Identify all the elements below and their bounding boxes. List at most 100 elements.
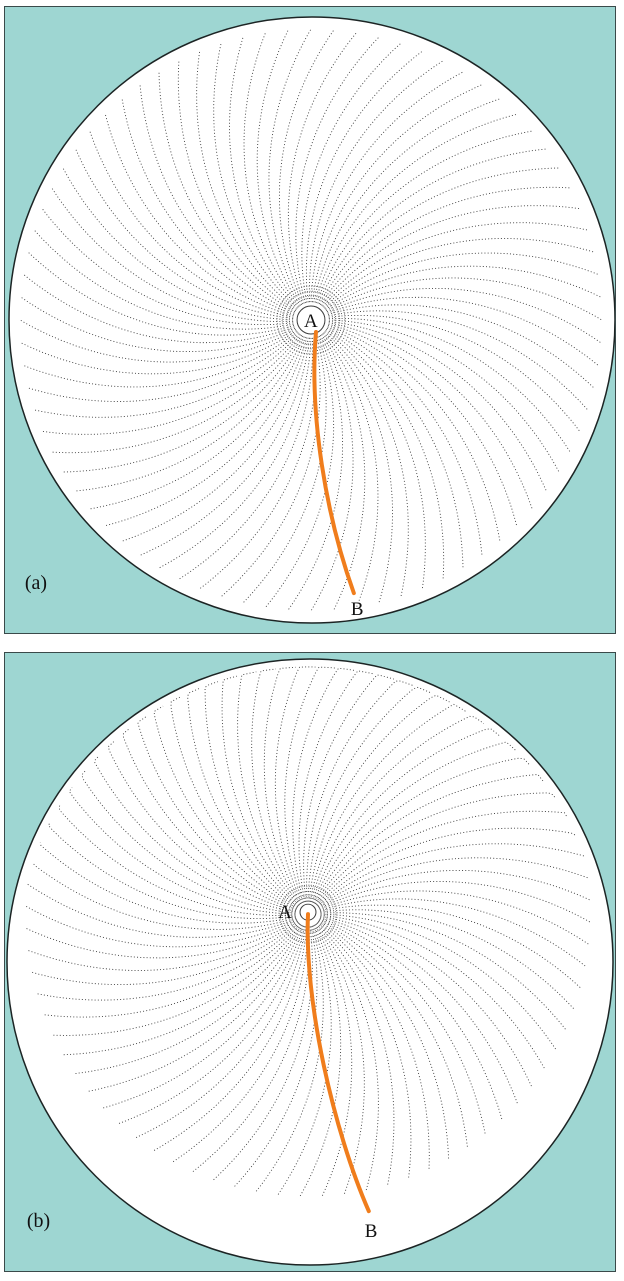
field-line <box>318 869 591 908</box>
field-line <box>135 926 307 1139</box>
field-line <box>321 334 366 611</box>
field-line <box>153 926 308 1152</box>
field-line <box>328 314 581 432</box>
field-line <box>221 675 300 906</box>
field-line <box>328 322 533 510</box>
field-line <box>170 696 298 908</box>
field-line <box>93 755 296 913</box>
field-line <box>68 787 296 915</box>
field-line <box>313 98 501 303</box>
field-line <box>187 688 299 908</box>
field-line <box>319 917 503 1120</box>
field-line <box>315 924 365 1195</box>
field-line <box>41 208 294 326</box>
field-line <box>52 924 301 1036</box>
field-line <box>233 926 318 1188</box>
panel-a-diagram: A B (a) <box>5 7 615 633</box>
field-line <box>305 50 423 303</box>
panel-label: (a) <box>25 572 47 594</box>
field-line <box>23 331 298 388</box>
start-label-a: A <box>304 311 318 332</box>
field-line <box>25 920 298 959</box>
field-line <box>89 130 294 318</box>
field-line <box>243 32 300 307</box>
field-line <box>318 881 591 923</box>
field-line <box>81 770 296 914</box>
end-label-b: B <box>351 599 364 620</box>
field-line <box>313 757 531 904</box>
field-line <box>324 252 599 309</box>
field-line <box>277 925 332 1196</box>
field-line <box>43 923 301 1018</box>
field-line <box>204 681 299 907</box>
field-line <box>317 843 585 907</box>
field-line <box>256 29 301 306</box>
field-line <box>284 666 336 903</box>
field-line <box>20 330 297 375</box>
field-line <box>25 905 298 948</box>
field-line <box>320 914 546 1069</box>
field-line <box>87 925 304 1092</box>
core-contour <box>279 885 337 943</box>
field-line <box>317 857 589 908</box>
field-line <box>307 686 432 902</box>
field-line <box>320 916 518 1104</box>
field-line <box>263 666 302 904</box>
field-lines <box>25 666 591 1197</box>
field-line <box>121 337 309 542</box>
end-label-b: B <box>365 1221 378 1242</box>
field-line <box>320 912 567 1031</box>
field-line <box>274 666 316 904</box>
field-line <box>74 925 303 1075</box>
source-ring <box>296 305 326 335</box>
field-line <box>303 674 394 902</box>
core-contour <box>276 285 346 355</box>
panel-label: (b) <box>27 1210 50 1232</box>
field-line <box>27 921 299 971</box>
field-line <box>306 680 413 902</box>
field-line <box>31 862 297 930</box>
panel-b: A B (b) <box>4 652 616 1272</box>
field-line <box>31 921 299 985</box>
path-a-to-b <box>305 912 371 1214</box>
field-line <box>255 925 324 1193</box>
field-line <box>315 792 556 905</box>
field-line <box>39 842 296 924</box>
field-line <box>316 922 395 1186</box>
field-line <box>237 671 301 905</box>
start-label-a: A <box>278 902 292 923</box>
field-lines <box>19 28 603 612</box>
field-line <box>107 741 296 912</box>
field-line <box>317 921 412 1179</box>
field-line <box>212 926 313 1181</box>
field-line <box>292 667 356 903</box>
field-line <box>122 728 297 911</box>
field-line <box>58 804 296 916</box>
field-line <box>315 810 568 905</box>
field-line <box>320 915 533 1087</box>
field-line <box>251 668 302 905</box>
core-contour <box>281 290 341 350</box>
field-line <box>118 926 306 1125</box>
field-line <box>137 716 297 910</box>
field-line <box>62 924 302 1056</box>
panel-b-diagram: A B (b) <box>5 653 615 1271</box>
field-line <box>318 919 468 1148</box>
field-line <box>26 883 297 938</box>
field-line <box>47 823 296 919</box>
field-line <box>322 333 379 608</box>
field-line <box>314 924 353 1197</box>
field-line <box>36 922 300 1001</box>
field-line <box>312 741 516 903</box>
field-line <box>320 913 557 1050</box>
field-line <box>311 728 501 903</box>
field-line <box>314 774 544 904</box>
field-line <box>319 918 486 1135</box>
field-line <box>318 920 450 1160</box>
field-line <box>310 715 485 903</box>
panel-a: A B (a) <box>4 6 616 634</box>
field-line <box>308 694 450 902</box>
field-line <box>317 921 430 1170</box>
field-line <box>319 898 586 967</box>
field-line <box>309 703 468 902</box>
